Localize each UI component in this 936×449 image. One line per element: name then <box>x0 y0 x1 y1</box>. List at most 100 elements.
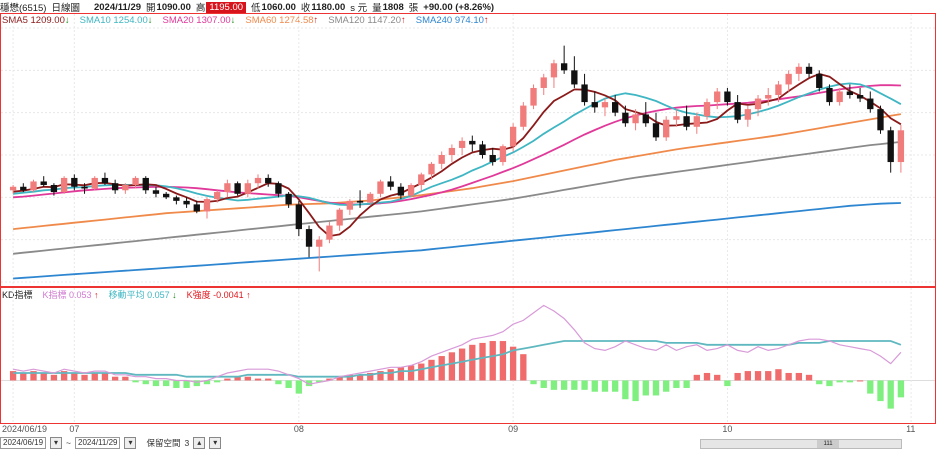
scrollbar-thumb[interactable]: 111 <box>817 440 839 448</box>
start-date-dropdown-icon[interactable]: ▾ <box>50 436 63 449</box>
histogram-bar <box>397 367 405 381</box>
histogram-bar <box>734 372 741 381</box>
x-tick-label: 11 <box>906 424 916 434</box>
histogram-bar <box>142 380 149 385</box>
osc-legend-item[interactable]: K強度 -0.0041 ↑ <box>186 289 251 300</box>
end-date-dropdown-icon[interactable]: ▾ <box>124 436 137 449</box>
ma-legend-text: SMA5 1209.00 <box>2 14 65 26</box>
candle-body <box>173 197 180 201</box>
candle-body <box>622 112 629 124</box>
histogram-bar <box>60 371 68 381</box>
histogram-bar <box>458 348 466 381</box>
ma-line-sma10 <box>13 82 902 207</box>
volume-unit: 張 <box>408 3 419 14</box>
histogram-bar <box>612 380 619 392</box>
osc-legend-item[interactable]: K指標 0.053 ↑ <box>42 289 99 300</box>
histogram-bar <box>346 374 354 381</box>
oscillator-pane[interactable] <box>0 287 936 424</box>
x-tick-label: 08 <box>293 424 304 434</box>
high-value: 1195.00 <box>206 1 247 13</box>
candle-body <box>601 102 609 108</box>
histogram-bar <box>163 380 170 387</box>
candle-body <box>30 181 37 191</box>
histogram-bar <box>214 380 221 383</box>
histogram-bar <box>499 341 507 381</box>
histogram-bar <box>295 380 302 394</box>
histogram-bar <box>856 380 864 382</box>
keep-space-value[interactable]: 3 <box>184 437 190 448</box>
close-unit: s 元 <box>350 3 368 14</box>
candle-body <box>387 181 394 187</box>
candle-body <box>295 204 302 230</box>
candle-body <box>60 177 68 193</box>
candle-body <box>581 84 588 103</box>
candle-body <box>418 174 425 185</box>
candle-body <box>193 204 200 212</box>
histogram-bar <box>703 372 711 381</box>
oscillator-chart[interactable] <box>1 288 935 423</box>
histogram-bar <box>479 342 486 381</box>
candle-body <box>448 147 456 155</box>
candle-body <box>152 190 160 194</box>
histogram-bar <box>122 376 129 381</box>
histogram-bar <box>265 378 272 381</box>
histogram-bar <box>509 346 517 381</box>
histogram-bar <box>877 380 884 402</box>
candle-body <box>20 186 27 191</box>
horizontal-scrollbar[interactable]: 111 <box>700 439 902 449</box>
histogram-bar <box>765 371 772 381</box>
histogram-bar <box>754 371 762 381</box>
candle-body <box>101 177 109 184</box>
ma-legend-sma240[interactable]: SMA240 974.10↑ <box>416 15 489 26</box>
close-label: 收 <box>300 3 311 14</box>
spin-down-icon[interactable]: ▾ <box>209 436 222 449</box>
ma-legend-sma10[interactable]: SMA10 1254.00↓ <box>80 15 153 26</box>
histogram-bar <box>601 380 609 392</box>
candle-body <box>693 116 700 127</box>
ma-legend-sma120[interactable]: SMA120 1147.20↑ <box>328 15 405 26</box>
price-pane[interactable] <box>0 13 936 287</box>
end-date-input[interactable]: 2024/11/29 <box>75 436 121 449</box>
candlestick-chart[interactable] <box>1 14 935 286</box>
candle-body <box>265 177 272 184</box>
chart-type-label[interactable]: 日線圖 <box>51 3 80 14</box>
histogram-bar <box>438 356 445 381</box>
histogram-bar <box>224 378 231 381</box>
start-date-input[interactable]: 2024/06/19 <box>0 436 47 449</box>
osc-legend-items: K指標 0.053 ↑ 移動平均 0.057 ↓ K強度 -0.0041 ↑ <box>43 288 251 301</box>
histogram-bar <box>285 380 292 388</box>
histogram-bar <box>591 380 598 392</box>
low-value: 1060.00 <box>261 1 296 13</box>
histogram-bar <box>356 374 364 381</box>
candle-body <box>326 225 333 240</box>
histogram-bar <box>775 369 782 381</box>
osc-legend-item[interactable]: 移動平均 0.057 ↓ <box>108 289 177 300</box>
ma-legend-text: SMA10 1254.00 <box>79 14 148 26</box>
candle-body <box>530 87 537 106</box>
candle-body <box>356 200 364 203</box>
ma-legend-sma60[interactable]: SMA60 1274.58↑ <box>245 15 318 26</box>
candle-body <box>591 102 598 108</box>
candle-body <box>132 177 139 185</box>
low-label: 低 <box>251 3 261 14</box>
candle-body <box>367 193 374 203</box>
stock-name[interactable]: 穩懋(6515) <box>0 3 47 14</box>
candle-body <box>407 184 415 196</box>
open-value: 1090.00 <box>156 1 191 13</box>
histogram-bar <box>9 371 17 381</box>
ma-legend-sma5[interactable]: SMA5 1209.00↓ <box>2 15 70 26</box>
ma-legend-sma20[interactable]: SMA20 1307.00↓ <box>163 15 236 26</box>
spin-up-icon[interactable]: ▴ <box>193 436 206 449</box>
quote-header: 穩懋(6515) 日線圖 2024/11/29 開 1090.00 高 1195… <box>0 0 936 14</box>
candle-body <box>775 84 782 96</box>
candle-body <box>836 91 843 103</box>
candle-body <box>50 184 58 193</box>
ma-line-sma120 <box>13 141 901 255</box>
candle-body <box>887 130 894 163</box>
candle-body <box>765 95 772 99</box>
histogram-bar <box>632 380 639 402</box>
histogram-bar <box>571 380 578 390</box>
histogram-bar <box>560 380 568 390</box>
histogram-bar <box>275 380 282 385</box>
high-label: 高 <box>195 3 206 14</box>
